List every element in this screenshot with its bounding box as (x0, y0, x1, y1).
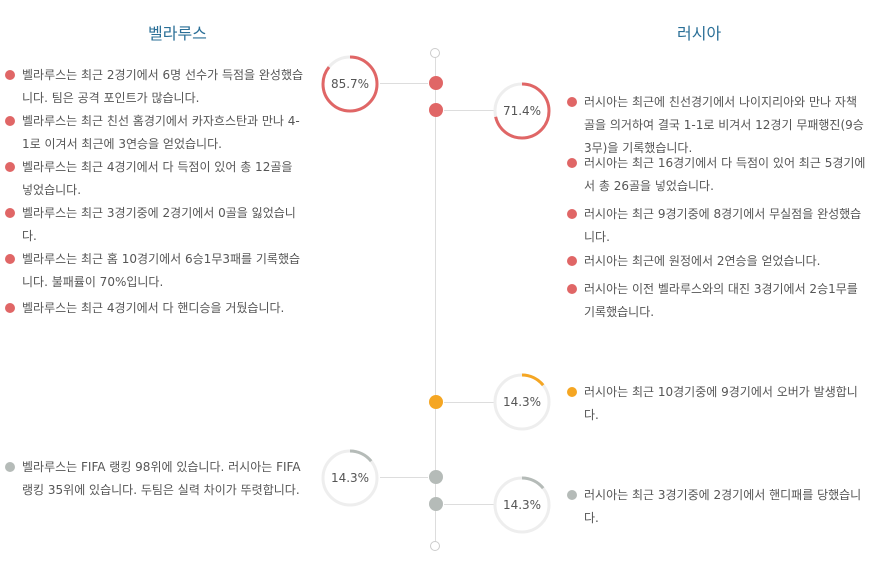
belarus-fact-text: 벨라루스는 최근 홈 10경기에서 6승1무3패를 기록했습니다. 불패률이 7… (22, 252, 301, 289)
bullet-icon (5, 254, 15, 264)
russia-fact-text: 러시아는 최근 10경기중에 9경기에서 오버가 발생합니다. (584, 385, 858, 422)
russia-fact-item: 러시아는 최근에 원정에서 2연승을 얻었습니다. (567, 250, 866, 273)
belarus-fact-item: 벨라루스는 최근 친선 홈경기에서 카자흐스탄과 만나 4-1로 이겨서 최근에… (5, 110, 307, 156)
belarus-fact-item: 벨라루스는 최근 홈 10경기에서 6승1무3패를 기록했습니다. 불패률이 7… (5, 248, 307, 294)
bullet-icon (567, 387, 577, 397)
timeline-dot-right-gray (429, 497, 443, 511)
team-title-belarus: 벨라루스 (148, 24, 207, 43)
russia-fact-text: 러시아는 최근에 원정에서 2연승을 얻었습니다. (584, 254, 821, 268)
belarus-fact-text: 벨라루스는 최근 3경기중에 2경기에서 0골을 잃었습니다. (22, 206, 296, 243)
timeline-start-dot (430, 48, 440, 58)
bullet-icon (5, 208, 15, 218)
stat-ring-right-orange: 14.3% (493, 373, 551, 431)
timeline-dot-right-red (429, 103, 443, 117)
russia-fact-item: 러시아는 최근 9경기중에 8경기에서 무실점을 완성했습니다. (567, 203, 866, 249)
russia-fact-item: 러시아는 최근 10경기중에 9경기에서 오버가 발생합니다. (567, 381, 866, 427)
russia-fact-item: 러시아는 최근에 친선경기에서 나이지리아와 만나 자책골을 의거하여 결국 1… (567, 91, 866, 160)
bullet-icon (567, 490, 577, 500)
stat-label-right-orange: 14.3% (502, 395, 542, 409)
russia-fact-text: 러시아는 이전 벨라루스와의 대진 3경기에서 2승1무를 기록했습니다. (584, 282, 858, 319)
bullet-icon (5, 462, 15, 472)
bullet-icon (5, 116, 15, 126)
team-title-russia: 러시아 (677, 24, 722, 43)
connector-left-red (380, 83, 428, 84)
belarus-fact-item: 벨라루스는 최근 4경기에서 다 핸디승을 거뒀습니다. (5, 297, 307, 320)
belarus-fact-text: 벨라루스는 최근 2경기에서 6명 선수가 득점을 완성했습니다. 팀은 공격 … (22, 68, 304, 105)
bullet-icon (567, 284, 577, 294)
russia-fact-text: 러시아는 최근 3경기중에 2경기에서 핸디패를 당했습니다. (584, 488, 862, 525)
timeline-line (435, 54, 436, 546)
belarus-fact-text: 벨라루스는 FIFA 랭킹 98위에 있습니다. 러시아는 FIFA 랭킹 35… (22, 460, 301, 497)
russia-fact-text: 러시아는 최근에 친선경기에서 나이지리아와 만나 자책골을 의거하여 결국 1… (584, 95, 864, 155)
russia-fact-text: 러시아는 최근 9경기중에 8경기에서 무실점을 완성했습니다. (584, 207, 862, 244)
russia-fact-item: 러시아는 최근 16경기에서 다 득점이 있어 최근 5경기에서 총 26골을 … (567, 152, 866, 198)
bullet-icon (5, 70, 15, 80)
stat-label-left-red: 85.7% (330, 77, 370, 91)
connector-right-red (444, 110, 494, 111)
bullet-icon (5, 303, 15, 313)
belarus-fact-item: 벨라루스는 최근 2경기에서 6명 선수가 득점을 완성했습니다. 팀은 공격 … (5, 64, 307, 110)
stat-label-left-gray: 14.3% (330, 471, 370, 485)
stat-label-right-red: 71.4% (502, 104, 542, 118)
stat-ring-left-gray: 14.3% (321, 449, 379, 507)
stat-ring-right-gray: 14.3% (493, 476, 551, 534)
stat-ring-right-red: 71.4% (493, 82, 551, 140)
belarus-fact-text: 벨라루스는 최근 4경기에서 다 득점이 있어 총 12골을 넣었습니다. (22, 160, 293, 197)
bullet-icon (567, 209, 577, 219)
stat-label-right-gray: 14.3% (502, 498, 542, 512)
belarus-fact-text: 벨라루스는 최근 4경기에서 다 핸디승을 거뒀습니다. (22, 301, 285, 315)
belarus-fact-item: 벨라루스는 FIFA 랭킹 98위에 있습니다. 러시아는 FIFA 랭킹 35… (5, 456, 307, 502)
russia-fact-item: 러시아는 이전 벨라루스와의 대진 3경기에서 2승1무를 기록했습니다. (567, 278, 866, 324)
connector-right-orange (444, 402, 494, 403)
russia-fact-text: 러시아는 최근 16경기에서 다 득점이 있어 최근 5경기에서 총 26골을 … (584, 156, 866, 193)
bullet-icon (567, 97, 577, 107)
russia-fact-item: 러시아는 최근 3경기중에 2경기에서 핸디패를 당했습니다. (567, 484, 866, 530)
stat-ring-left-red: 85.7% (321, 55, 379, 113)
timeline-dot-right-orange (429, 395, 443, 409)
timeline-dot-left-gray (429, 470, 443, 484)
connector-left-gray (380, 477, 428, 478)
timeline-dot-left-red (429, 76, 443, 90)
belarus-fact-item: 벨라루스는 최근 4경기에서 다 득점이 있어 총 12골을 넣었습니다. (5, 156, 307, 202)
connector-right-gray (444, 504, 494, 505)
timeline-end-dot (430, 541, 440, 551)
bullet-icon (5, 162, 15, 172)
belarus-fact-item: 벨라루스는 최근 3경기중에 2경기에서 0골을 잃었습니다. (5, 202, 307, 248)
belarus-fact-text: 벨라루스는 최근 친선 홈경기에서 카자흐스탄과 만나 4-1로 이겨서 최근에… (22, 114, 300, 151)
bullet-icon (567, 158, 577, 168)
bullet-icon (567, 256, 577, 266)
